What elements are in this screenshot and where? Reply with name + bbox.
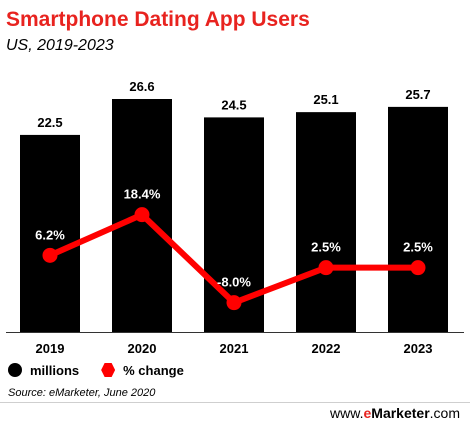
source-note: Source: eMarketer, June 2020 (8, 387, 156, 399)
point-percent-change-2019 (42, 247, 58, 263)
chart-legend: millions % change (8, 361, 206, 379)
point-percent-change-2021 (226, 295, 242, 311)
legend-swatch-percent-change (101, 363, 116, 377)
point-label-percent-change-2021: -8.0% (217, 275, 251, 290)
brand-suffix: .com (429, 405, 460, 421)
legend-item-percent-change: % change (101, 363, 184, 378)
point-percent-change-2020 (134, 207, 150, 223)
legend-item-millions: millions (8, 363, 79, 378)
chart-subtitle: US, 2019-2023 (6, 37, 114, 54)
bar-label-2023: 25.7 (405, 87, 430, 102)
brand-e: e (363, 405, 372, 421)
bar-2023 (388, 106, 448, 333)
bar-2019 (20, 134, 80, 332)
bar-label-2019: 22.5 (37, 115, 62, 130)
brand-logo: www.eMarketer.com (330, 405, 460, 421)
chart-plot: 22.5 26.6 24.5 25.1 25.7 2019 2020 2021 2022 2023… (6, 79, 464, 356)
bar-label-2022: 25.1 (313, 92, 338, 107)
legend-swatch-millions (8, 363, 22, 377)
x-tick-label-2023: 2023 (404, 341, 433, 356)
chart-title: Smartphone Dating App Users (6, 8, 310, 31)
x-tick-label-2022: 2022 (312, 341, 341, 356)
x-tick-label-2020: 2020 (128, 341, 157, 356)
brand-prefix: www. (330, 405, 364, 421)
legend-label-millions: millions (30, 362, 80, 378)
x-tick-label-2021: 2021 (220, 341, 249, 356)
bar-2022 (296, 112, 356, 332)
point-percent-change-2022 (318, 260, 334, 276)
bar-label-2021: 24.5 (221, 97, 246, 112)
point-label-percent-change-2020: 18.4% (124, 187, 161, 202)
brand-name: Marketer (371, 405, 430, 421)
point-label-percent-change-2019: 6.2% (35, 227, 65, 242)
point-label-percent-change-2023: 2.5% (403, 240, 433, 255)
legend-label-percent-change: % change (123, 362, 184, 378)
bar-label-2020: 26.6 (129, 79, 154, 94)
footer-divider (0, 402, 470, 403)
point-label-percent-change-2022: 2.5% (311, 240, 341, 255)
x-tick-label-2019: 2019 (36, 341, 65, 356)
point-percent-change-2023 (410, 260, 426, 276)
